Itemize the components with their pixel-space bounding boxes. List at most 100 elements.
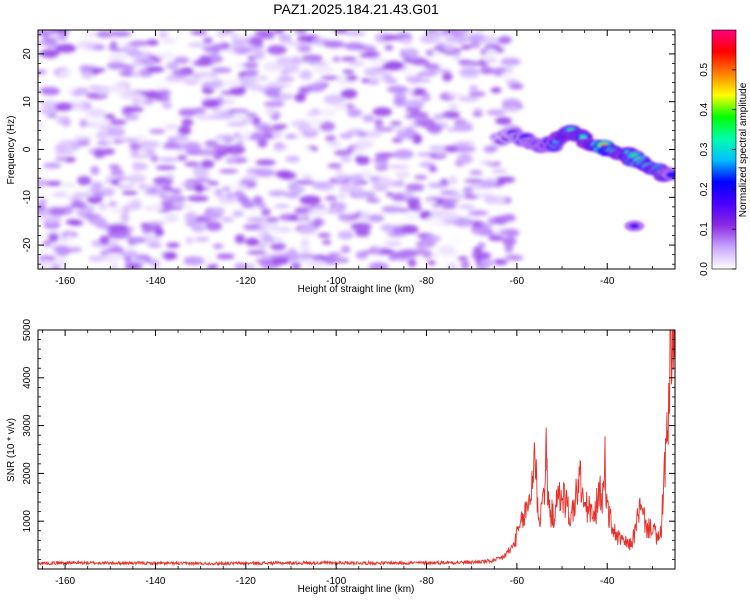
heatmap-cell [273,204,290,209]
heatmap-cell [417,238,436,248]
heatmap-cell [301,54,323,61]
heatmap-cell [204,140,219,148]
heatmap-cell [442,71,453,82]
y-tick-label: -10 [22,190,33,205]
heatmap-cell [455,140,475,146]
heatmap-cell [154,227,164,237]
heatmap-cell [99,235,110,245]
heatmap-cell [442,30,462,35]
heatmap-cell [323,94,345,105]
heatmap-cell [380,224,396,232]
heatmap-cell [248,49,267,55]
heatmap-cell [222,30,234,34]
heatmap-cell [419,161,435,168]
heatmap-cell [410,79,420,84]
heatmap-cell [300,147,313,158]
heatmap-cell [235,197,251,203]
heatmap-cell [264,87,281,98]
y-tick-label: 4000 [22,366,33,389]
heatmap-cell [237,183,248,190]
heatmap-cell [294,93,307,102]
heatmap-cell [88,255,107,262]
heatmap-cell [232,39,246,49]
heatmap-cell [121,190,138,196]
heatmap-cell [39,86,59,94]
heatmap-cell [668,172,675,177]
heatmap-cell [398,250,419,258]
heatmap-cell [76,210,88,217]
y-tick-label: 20 [22,48,33,60]
heatmap-cell [58,70,72,77]
heatmap-cell [147,188,158,193]
heatmap-cell [184,161,200,167]
heatmap-cell [350,222,372,231]
heatmap-cell [273,30,285,34]
heatmap-cell [442,44,457,52]
heatmap-cell [375,152,396,158]
heatmap-cell [396,130,406,140]
snr-y-label: SNR (10 * v/v) [6,418,17,482]
heatmap-cell [485,48,497,58]
heatmap-cell [479,160,496,165]
heatmap-cell [344,42,365,51]
heatmap-cell [394,179,405,188]
heatmap-cell [145,66,165,73]
heatmap-cell [252,38,264,48]
heatmap-cell [458,204,475,210]
heatmap-cell [313,217,324,227]
heatmap-cell [404,126,415,137]
heatmap-cell [234,32,253,38]
heatmap-cell [402,48,419,59]
heatmap-cell [447,262,457,269]
heatmap-cell [161,142,182,150]
heatmap-cell [47,232,60,243]
heatmap-cell [327,163,343,169]
heatmap-cell [424,63,440,71]
heatmap-cell [260,208,272,217]
heatmap-cell [403,189,414,200]
heatmap-cell [462,194,479,199]
heatmap-cell [275,170,293,179]
heatmap-cell [319,108,336,118]
heatmap-cell [280,93,295,100]
heatmap-cell [38,40,47,46]
heatmap-cell [109,83,129,93]
heatmap-cell [501,71,514,80]
heatmap-cell [381,205,403,213]
heatmap-cell [252,195,263,205]
heatmap-cell [353,140,374,149]
heatmap-cell [263,101,285,108]
heatmap-cell [483,194,497,205]
heatmap-cell [221,217,234,222]
heatmap-cell [162,251,178,261]
y-tick-label: -20 [22,237,33,252]
colorbar-label: Normalized spectral amplitude [738,82,749,217]
heatmap-cell [187,42,209,48]
heatmap-cell [155,51,175,60]
heatmap-cell [207,181,219,186]
heatmap-cell [193,168,210,179]
heatmap-cell [98,202,108,211]
heatmap-cell [386,85,409,94]
heatmap-cell [257,242,267,249]
heatmap-cell [384,240,402,248]
heatmap-cell [421,92,431,102]
heatmap-cell [212,243,224,250]
heatmap-cell [107,119,127,126]
heatmap-cell [388,164,410,170]
heatmap-cell [168,136,190,142]
heatmap-cell [226,122,248,127]
heatmap-cell [258,126,274,132]
heatmap-cell [340,245,351,254]
heatmap-cell [120,213,130,224]
heatmap-cell [448,175,458,186]
heatmap-cell [458,96,480,102]
heatmap-cell [131,71,141,78]
heatmap-cell [371,182,394,188]
spectrogram-y-label: Frequency (Hz) [6,116,17,185]
heatmap-cell [306,259,328,268]
heatmap-cell [355,228,371,237]
x-tick-label: -60 [510,576,525,587]
heatmap-cell [125,48,141,57]
heatmap-cell [55,102,73,112]
